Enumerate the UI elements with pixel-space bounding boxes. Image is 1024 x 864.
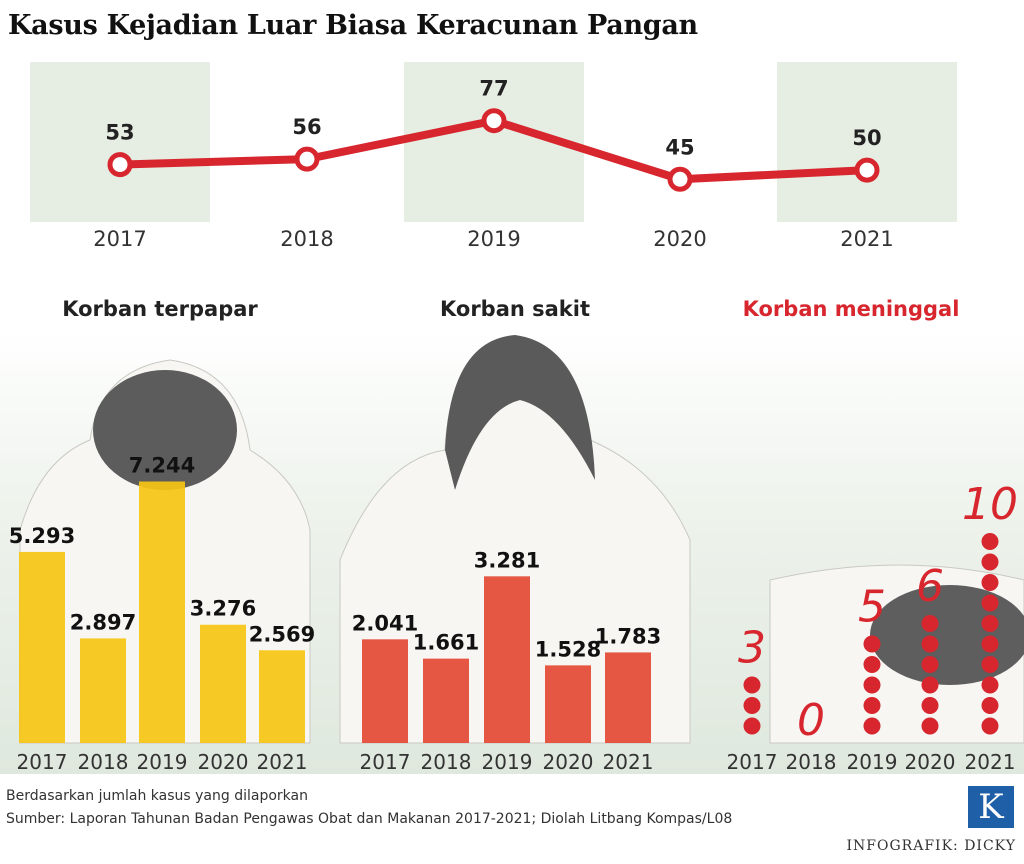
bar-value-label: 2.897 bbox=[70, 610, 136, 634]
bar-sakit bbox=[423, 658, 469, 743]
x-tick-label: 2019 bbox=[137, 750, 188, 774]
panel-title-meninggal: Korban meninggal bbox=[742, 297, 960, 321]
x-tick-label: 2018 bbox=[786, 750, 837, 774]
death-dot bbox=[981, 553, 999, 571]
bar-value-label: 2.569 bbox=[249, 622, 315, 646]
bar-terpapar bbox=[259, 650, 305, 743]
bar-terpapar bbox=[80, 638, 126, 743]
x-tick-label: 2017 bbox=[727, 750, 778, 774]
bar-value-label: 2.041 bbox=[352, 611, 418, 635]
x-tick-label: 2020 bbox=[198, 750, 249, 774]
death-value-label: 3 bbox=[738, 623, 766, 674]
bar-sakit bbox=[545, 665, 591, 743]
death-dot bbox=[743, 676, 761, 694]
x-tick-label: 2017 bbox=[93, 227, 146, 251]
death-dot bbox=[743, 717, 761, 735]
bar-charts: 5.293 2017 2.897 2018 7.244 2019 3.276 2020 2.56… bbox=[9, 335, 1024, 774]
death-dot bbox=[981, 574, 999, 591]
death-dot bbox=[981, 656, 999, 673]
death-value-label: 0 bbox=[797, 695, 825, 746]
death-dot bbox=[981, 697, 999, 714]
panel-title-sakit: Korban sakit bbox=[439, 297, 591, 321]
bar-terpapar bbox=[19, 551, 65, 743]
death-dot bbox=[921, 676, 939, 694]
data-point bbox=[294, 146, 320, 172]
death-dot bbox=[981, 717, 999, 735]
x-tick-label: 2020 bbox=[905, 750, 956, 774]
death-dot bbox=[981, 533, 999, 550]
bar-value-label: 7.244 bbox=[129, 453, 195, 477]
bar-terpapar bbox=[139, 481, 185, 743]
bar-value-label: 1.528 bbox=[535, 637, 601, 661]
x-tick-label: 2017 bbox=[360, 750, 411, 774]
x-tick-label: 2019 bbox=[847, 750, 898, 774]
bar-terpapar bbox=[200, 624, 246, 743]
x-tick-label: 2021 bbox=[603, 750, 654, 774]
line-chart: 53 2017 56 2018 77 2019 45 2020 50 2021 bbox=[30, 62, 957, 251]
data-label: 50 bbox=[852, 126, 881, 150]
x-tick-label: 2018 bbox=[78, 750, 129, 774]
death-value-label: 6 bbox=[916, 561, 944, 612]
footer-source: Sumber: Laporan Tahunan Badan Pengawas O… bbox=[6, 811, 733, 827]
column-band bbox=[777, 62, 957, 222]
x-tick-label: 2020 bbox=[653, 227, 706, 251]
bar-value-label: 3.276 bbox=[190, 597, 256, 621]
x-tick-label: 2021 bbox=[840, 227, 893, 251]
x-tick-label: 2017 bbox=[17, 750, 68, 774]
hair-illustration-1 bbox=[93, 370, 237, 490]
death-value-label: 10 bbox=[962, 479, 1018, 530]
page-title: Kasus Kejadian Luar Biasa Keracunan Pang… bbox=[8, 10, 698, 41]
x-tick-label: 2019 bbox=[467, 227, 520, 251]
footer-note: Berdasarkan jumlah kasus yang dilaporkan bbox=[6, 788, 308, 804]
x-tick-label: 2019 bbox=[482, 750, 533, 774]
data-point bbox=[481, 108, 507, 134]
death-dot bbox=[981, 594, 999, 612]
death-dot bbox=[921, 697, 939, 714]
death-dot bbox=[921, 615, 939, 632]
x-tick-label: 2018 bbox=[421, 750, 472, 774]
bar-value-label: 5.293 bbox=[9, 524, 75, 548]
data-label: 53 bbox=[105, 121, 134, 145]
x-tick-label: 2021 bbox=[965, 750, 1016, 774]
death-dot bbox=[863, 676, 881, 694]
death-dot bbox=[863, 635, 881, 653]
x-tick-label: 2018 bbox=[280, 227, 333, 251]
bar-value-label: 1.783 bbox=[595, 624, 661, 648]
death-dot bbox=[921, 635, 939, 653]
death-dot bbox=[863, 656, 881, 673]
data-point bbox=[107, 152, 133, 178]
bar-sakit bbox=[605, 652, 651, 743]
death-dot bbox=[743, 697, 761, 714]
hair-illustration-2 bbox=[445, 335, 595, 490]
death-dot bbox=[981, 615, 999, 632]
data-label: 45 bbox=[665, 135, 694, 159]
data-label: 56 bbox=[292, 115, 321, 139]
data-point bbox=[667, 166, 693, 192]
bar-value-label: 3.281 bbox=[474, 548, 540, 572]
death-dot bbox=[863, 697, 881, 714]
footer-credit: INFOGRAFIK: DICKY bbox=[846, 838, 1016, 854]
death-dot bbox=[981, 635, 999, 653]
bar-sakit bbox=[362, 639, 408, 743]
death-dot bbox=[863, 717, 881, 735]
death-dot bbox=[921, 717, 939, 735]
data-point bbox=[854, 157, 880, 183]
data-label: 77 bbox=[479, 77, 508, 101]
column-band bbox=[30, 62, 210, 222]
death-dot bbox=[921, 656, 939, 673]
death-dot bbox=[981, 676, 999, 694]
x-tick-label: 2021 bbox=[257, 750, 308, 774]
panel-title-terpapar: Korban terpapar bbox=[62, 297, 258, 321]
x-tick-label: 2020 bbox=[543, 750, 594, 774]
bar-value-label: 1.661 bbox=[413, 631, 479, 655]
death-value-label: 5 bbox=[858, 582, 886, 633]
hair-illustration-3 bbox=[870, 585, 1024, 685]
kompas-logo: K bbox=[968, 786, 1014, 828]
bar-sakit bbox=[484, 576, 530, 743]
